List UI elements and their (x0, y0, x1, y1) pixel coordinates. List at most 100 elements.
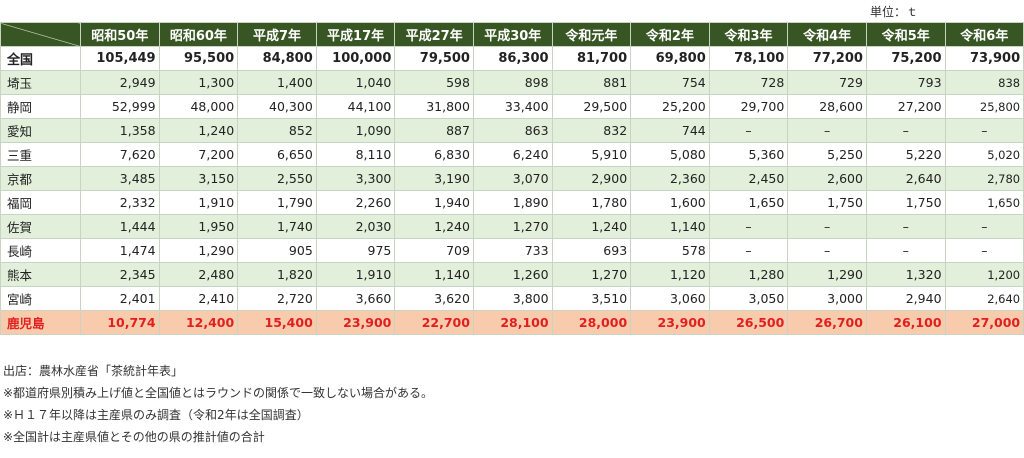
column-header: 昭和60年 (158, 22, 239, 47)
value-cell: 10,774 (80, 310, 160, 335)
value-cell: 6,650 (237, 142, 317, 167)
value-cell: 1,240 (394, 214, 474, 239)
value-cell: 1,650 (708, 190, 789, 215)
value-cell: 1,940 (394, 190, 474, 215)
prefecture-cell: 全国 (0, 46, 81, 71)
value-cell: 975 (315, 238, 396, 263)
value-cell: 23,900 (315, 310, 396, 335)
column-header: 平成7年 (237, 22, 317, 47)
value-cell: 1,290 (787, 262, 867, 287)
value-cell: 84,800 (237, 46, 317, 71)
prefecture-cell: 宮崎 (0, 286, 81, 311)
value-cell: 2,640 (865, 166, 946, 191)
value-cell: 728 (708, 70, 789, 95)
value-cell: 1,750 (865, 190, 946, 215)
value-cell: 105,449 (80, 46, 160, 71)
value-cell: 1,950 (158, 214, 239, 239)
table-row: 佐賀 1,444 1,950 1,740 2,030 1,240 1,270 1,240 1,1… (0, 214, 1024, 239)
value-cell: 2,640 (944, 286, 1024, 311)
value-cell: 3,000 (787, 286, 867, 311)
value-cell: 22,700 (394, 310, 474, 335)
column-header: 平成17年 (315, 22, 396, 47)
value-cell: 852 (237, 118, 317, 143)
value-cell: – (787, 214, 867, 239)
prefecture-cell: 福岡 (0, 190, 81, 215)
value-cell: 1,780 (551, 190, 632, 215)
value-cell: 75,200 (865, 46, 946, 71)
value-cell: 1,600 (630, 190, 710, 215)
value-cell: 3,050 (708, 286, 789, 311)
value-cell: – (944, 238, 1024, 263)
value-cell: 2,780 (944, 166, 1024, 191)
table-row: 静岡 52,999 48,000 40,300 44,100 31,800 33,400 29… (0, 94, 1024, 119)
value-cell: 3,660 (315, 286, 396, 311)
value-cell: 2,030 (315, 214, 396, 239)
value-cell: 2,480 (158, 262, 239, 287)
table-row: 愛知 1,358 1,240 852 1,090 887 863 832 744– – – – (0, 118, 1024, 143)
value-cell: 905 (237, 238, 317, 263)
value-cell: 2,940 (865, 286, 946, 311)
value-cell: 1,358 (80, 118, 160, 143)
source-note: 出店：農林水産省「茶統計年表」 (3, 364, 184, 378)
value-cell: 2,550 (237, 166, 317, 191)
value-cell: 1,090 (315, 118, 396, 143)
column-header: 令和2年 (630, 22, 710, 47)
value-cell: 2,260 (315, 190, 396, 215)
value-cell: 578 (630, 238, 710, 263)
header-row: 昭和50年 昭和60年 平成7年 平成17年 平成27年 平成30年 令和元年 … (0, 22, 1024, 47)
value-cell: 709 (394, 238, 474, 263)
value-cell: 1,240 (158, 118, 239, 143)
column-header: 令和5年 (865, 22, 946, 47)
value-cell: 25,800 (944, 94, 1024, 119)
value-cell: 1,270 (551, 262, 632, 287)
prefecture-cell: 愛知 (0, 118, 81, 143)
prefecture-cell: 三重 (0, 142, 81, 167)
value-cell: 2,360 (630, 166, 710, 191)
value-cell: 5,250 (787, 142, 867, 167)
value-cell: 2,345 (80, 262, 160, 287)
value-cell: 27,000 (944, 310, 1024, 335)
value-cell: 863 (472, 118, 553, 143)
value-cell: 3,510 (551, 286, 632, 311)
column-header: 平成27年 (394, 22, 474, 47)
value-cell: 33,400 (472, 94, 553, 119)
value-cell: – (787, 118, 867, 143)
value-cell: 1,120 (630, 262, 710, 287)
value-cell: 95,500 (158, 46, 239, 71)
value-cell: 2,401 (80, 286, 160, 311)
value-cell: 5,220 (865, 142, 946, 167)
column-header: 令和元年 (551, 22, 632, 47)
table-row: 全国 105,449 95,500 84,800 100,000 79,500 86,300… (0, 46, 1024, 71)
notes: 出店：農林水産省「茶統計年表」 ※都道府県別積み上げ値と全国値とはラウンドの関係… (3, 360, 433, 448)
prefecture-cell: 鹿児島 (0, 310, 81, 335)
note-line: ※都道府県別積み上げ値と全国値とはラウンドの関係で一致しない場合がある。 (3, 386, 434, 400)
value-cell: – (708, 238, 789, 263)
value-cell: 898 (472, 70, 553, 95)
value-cell: 1,040 (315, 70, 396, 95)
value-cell: 3,150 (158, 166, 239, 191)
value-cell: 754 (630, 70, 710, 95)
value-cell: 1,750 (787, 190, 867, 215)
value-cell: 1,260 (472, 262, 553, 287)
value-cell: 7,200 (158, 142, 239, 167)
value-cell: 77,200 (787, 46, 867, 71)
value-cell: 23,900 (630, 310, 710, 335)
value-cell: 1,910 (158, 190, 239, 215)
note-line: ※全国計は主産県値とその他の県の推計値の合計 (3, 430, 265, 444)
value-cell: – (787, 238, 867, 263)
column-header: 平成30年 (472, 22, 553, 47)
value-cell: 26,100 (865, 310, 946, 335)
value-cell: 81,700 (551, 46, 632, 71)
table-row: 鹿児島 10,774 12,400 15,400 23,900 22,700 28,100 2… (0, 310, 1024, 335)
value-cell: 3,190 (394, 166, 474, 191)
column-header: 令和4年 (787, 22, 867, 47)
column-header: 昭和50年 (80, 22, 160, 47)
value-cell: 1,280 (708, 262, 789, 287)
value-cell: 1,140 (630, 214, 710, 239)
value-cell: 881 (551, 70, 632, 95)
value-cell: 44,100 (315, 94, 396, 119)
value-cell: 1,140 (394, 262, 474, 287)
prefecture-cell: 静岡 (0, 94, 81, 119)
value-cell: 838 (944, 70, 1024, 95)
table-row: 長崎 1,474 1,290 905 975 709 733 693 578– – – – (0, 238, 1024, 263)
